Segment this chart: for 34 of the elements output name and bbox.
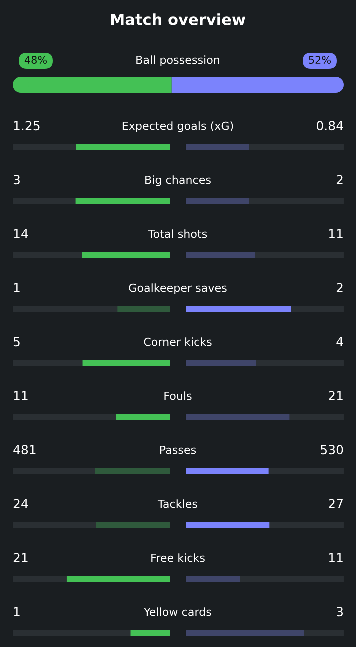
category-label: Ball possession xyxy=(136,56,220,66)
data-label: 2 xyxy=(336,283,343,292)
data-label: 21 xyxy=(14,553,28,562)
category-label: Free kicks xyxy=(152,554,205,562)
data-label: 1.25 xyxy=(14,121,40,131)
data-label: 0.84 xyxy=(316,121,344,131)
data-label: 24 xyxy=(14,499,28,508)
data-label: 27 xyxy=(329,499,343,508)
data-label: 11 xyxy=(329,229,343,238)
data-label: 2 xyxy=(336,175,343,184)
data-label: 3 xyxy=(14,175,20,185)
data-label: 481 xyxy=(14,445,36,455)
data-label: 1 xyxy=(14,283,20,292)
data-label: 1 xyxy=(14,607,20,616)
data-label: 11 xyxy=(14,391,28,400)
category-label: Passes xyxy=(160,446,196,454)
data-label: 4 xyxy=(336,337,344,346)
data-label: 11 xyxy=(329,553,343,562)
data-label: 14 xyxy=(14,229,28,238)
data-label: 530 xyxy=(321,445,344,455)
category-label: Big chances xyxy=(146,176,211,186)
data-label: 3 xyxy=(337,607,343,617)
category-label: Corner kicks xyxy=(144,338,212,346)
category-label: Goalkeeper saves xyxy=(129,284,227,294)
category-label: Fouls xyxy=(164,392,192,400)
category-label: Expected goals (xG) xyxy=(122,122,234,132)
data-label: 48% xyxy=(24,56,47,64)
data-label: 52% xyxy=(309,56,331,64)
data-label: 21 xyxy=(329,391,343,400)
data-label: 5 xyxy=(14,337,20,347)
category-label: Tackles xyxy=(158,500,198,508)
text: Match overview xyxy=(111,14,246,26)
category-label: Total shots xyxy=(148,230,208,238)
category-label: Yellow cards xyxy=(144,608,212,616)
